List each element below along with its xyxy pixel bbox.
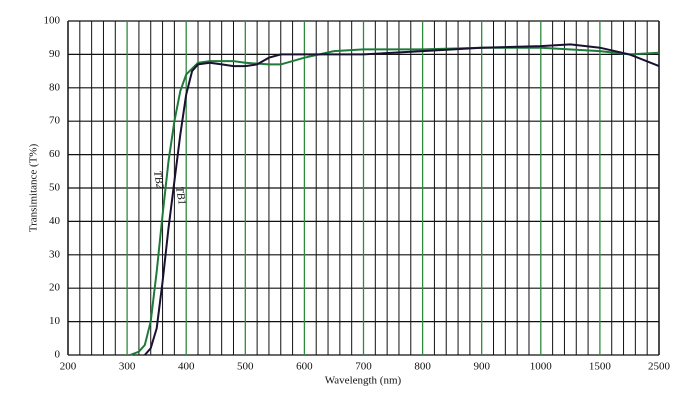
x-tick-label: 2500 [648,361,671,373]
series-label: TB2 [151,170,166,191]
y-tick-label: 20 [49,282,61,294]
x-tick-label: 200 [60,361,77,373]
series-label: TB1 [173,186,188,206]
x-tick-label: 1000 [530,361,553,373]
x-tick-label: 400 [178,361,195,373]
y-tick-label: 100 [44,15,61,27]
x-tick-label: 500 [237,361,254,373]
x-tick-label: 800 [414,361,431,373]
y-axis-label: Transimitance (T%) [28,143,40,232]
y-tick-label: 40 [49,215,61,227]
x-axis-label: Wavelength (nm) [325,375,402,387]
x-tick-label: 600 [296,361,313,373]
y-tick-label: 10 [49,315,61,327]
y-tick-label: 90 [49,48,61,60]
y-tick-label: 30 [49,248,61,260]
y-tick-label: 80 [49,81,61,93]
x-tick-label: 700 [355,361,372,373]
y-tick-label: 50 [49,182,61,194]
y-tick-label: 0 [55,349,61,361]
x-tick-label: 1500 [589,361,612,373]
data-line [144,43,660,356]
y-tick-label: 60 [49,148,61,160]
y-tick-label: 70 [49,115,61,127]
x-tick-label: 900 [473,361,490,373]
x-tick-label: 300 [119,361,136,373]
